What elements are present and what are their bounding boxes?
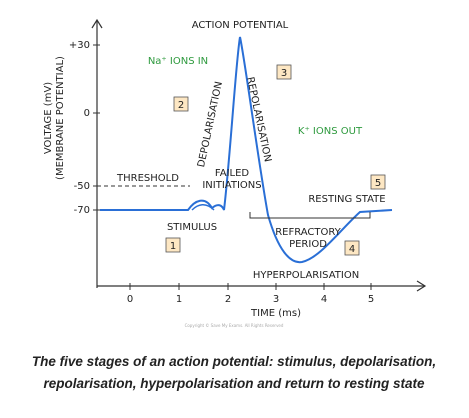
stage-number: 1 [170,241,176,252]
peak-label: ACTION POTENTIAL [192,20,289,31]
y-axis-arrow [91,18,103,29]
caption: repolarisation, hyperpolarisation and re… [43,376,425,391]
x-tick-label: 4 [321,294,327,305]
refractory-bracket [249,212,371,219]
x-tick-label: 0 [127,294,133,305]
resting-label: RESTING STATE [308,194,385,205]
y-tick-label: +30 [69,40,90,51]
stage-box [165,237,181,253]
stage-number: 5 [375,178,381,189]
y-tick-label: -50 [74,181,90,192]
caption: The five stages of an action potential: … [32,354,436,369]
x-axis-label: TIME (ms) [250,308,301,319]
potential-curve [100,36,393,264]
y-tick-label: -70 [74,205,90,216]
x-tick-label: 2 [225,294,231,305]
y-tick-label: 0 [84,108,90,119]
x-axis-arrow [416,280,427,292]
stage-number: 4 [349,244,355,255]
stage-box [173,96,189,112]
stage-box [276,64,292,80]
stage-box [344,240,360,256]
x-tick-label: 5 [368,294,374,305]
hyperpolarisation-label: HYPERPOLARISATION [253,270,359,281]
refractory-label: REFRACTORY [275,227,341,238]
failed-initiation [191,204,215,211]
stage-number: 3 [281,68,287,79]
copyright: Copyright © Save My Exams. All Rights Re… [185,323,284,328]
failed-label: INITIATIONS [202,180,261,191]
y-axis-label: (MEMBRANE POTENTIAL) [55,56,66,180]
na-label: Na⁺ IONS IN [148,56,208,67]
x-tick-label: 3 [273,294,279,305]
y-axis-label: VOLTAGE (mV) [43,82,54,154]
stage-number: 2 [178,100,184,111]
x-tick-label: 1 [176,294,182,305]
stimulus-label: STIMULUS [167,222,217,233]
k-label: K⁺ IONS OUT [298,126,363,137]
refractory-label: PERIOD [289,239,327,250]
failed-label: FAILED [215,168,250,179]
threshold-label: THRESHOLD [116,173,179,184]
stage-box [370,174,386,190]
depolarisation-label: DEPOLARISATION [196,81,225,169]
